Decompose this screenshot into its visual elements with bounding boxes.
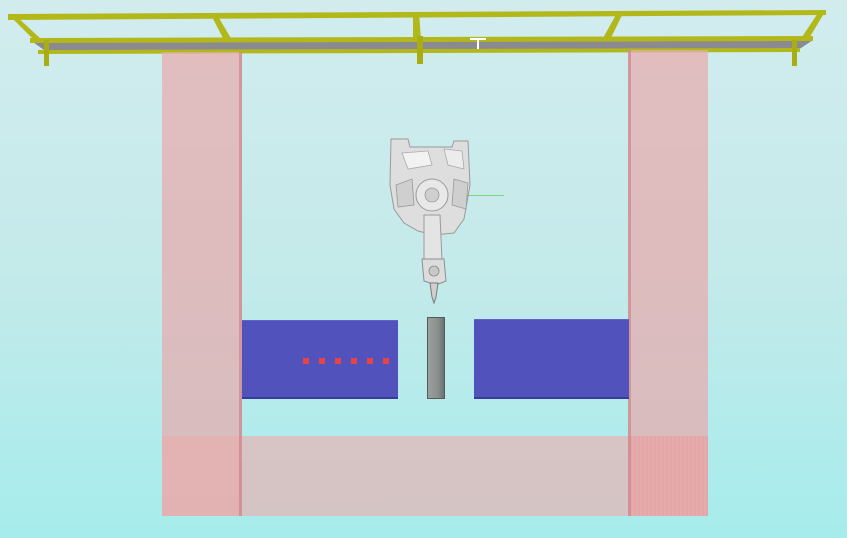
left-conveyor[interactable]: [242, 320, 398, 399]
robot-tool: [429, 282, 439, 305]
overhead-gantry: [8, 10, 826, 66]
robot-motor: [401, 150, 433, 170]
gantry-brace: [413, 12, 421, 40]
tcp-marker-icon[interactable]: [468, 36, 490, 50]
right-conveyor[interactable]: [474, 319, 629, 399]
gantry-post: [44, 40, 49, 66]
gantry-brace: [210, 13, 232, 40]
part-marker[interactable]: [335, 358, 341, 364]
robot-motor: [443, 148, 465, 170]
gantry-post: [792, 40, 797, 66]
part-marker[interactable]: [367, 358, 373, 364]
center-workpiece-block[interactable]: [427, 317, 445, 399]
right-pillar: [628, 50, 708, 516]
gantry-post: [417, 36, 423, 64]
part-marker[interactable]: [319, 358, 325, 364]
gantry-brace: [8, 14, 42, 40]
robot-upper-arm: [423, 214, 443, 262]
part-marker[interactable]: [303, 358, 309, 364]
part-marker[interactable]: [351, 358, 357, 364]
part-marker[interactable]: [383, 358, 389, 364]
industrial-robot-arm[interactable]: [388, 135, 476, 305]
gantry-brace: [602, 11, 624, 40]
cell-floor-plate: [162, 436, 708, 516]
left-pillar: [162, 52, 242, 516]
y-axis-gizmo: [444, 195, 504, 196]
gantry-brace: [800, 10, 826, 40]
